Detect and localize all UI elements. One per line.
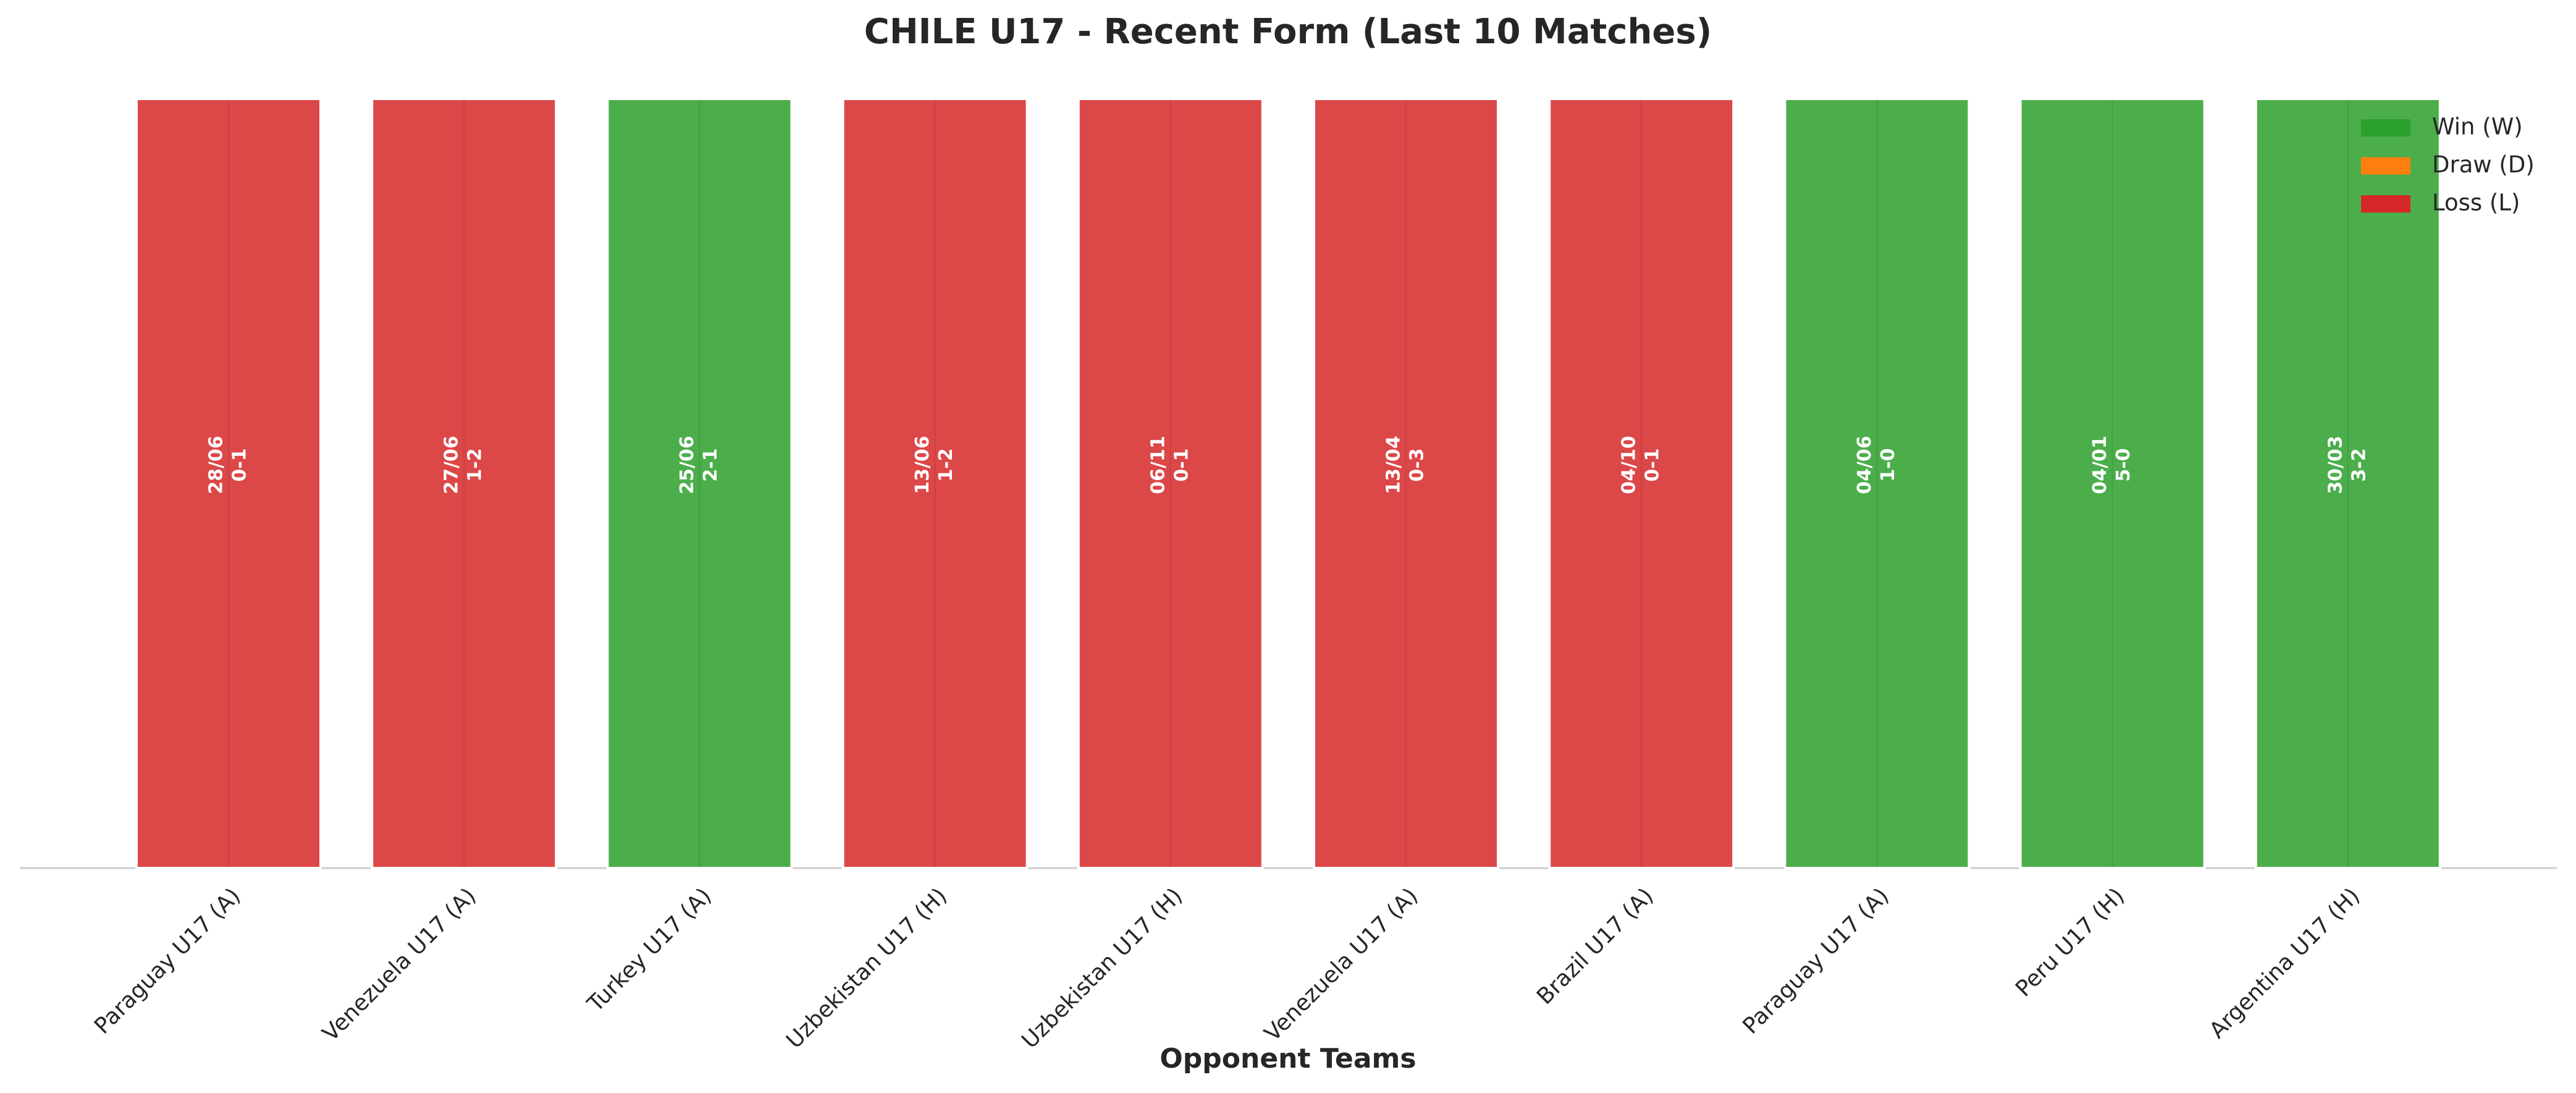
bar-date-label: 06/11 — [1147, 436, 1169, 494]
legend-swatch — [2361, 195, 2410, 213]
legend-label: Draw (D) — [2432, 151, 2535, 178]
bar-score-label: 0-1 — [1171, 448, 1192, 481]
bar-date-label: 27/06 — [441, 436, 463, 494]
bar-date-label: 04/01 — [2089, 436, 2111, 494]
x-tick-label: Brazil U17 (A) — [1532, 883, 1659, 1010]
x-tick-label: Paraguay U17 (A) — [1738, 883, 1894, 1039]
bar-score-label: 1-2 — [935, 448, 957, 481]
chart-title: CHILE U17 - Recent Form (Last 10 Matches… — [864, 12, 1712, 52]
bar-score-label: 1-0 — [1877, 448, 1899, 481]
bar — [1313, 98, 1499, 869]
bar — [371, 98, 558, 869]
x-tick-label: Turkey U17 (A) — [583, 883, 717, 1017]
bar — [1548, 98, 1735, 869]
legend-swatch — [2361, 119, 2410, 137]
legend-label: Win (W) — [2432, 114, 2523, 140]
bar-score-label: 1-2 — [465, 448, 486, 481]
x-tick-label: Paraguay U17 (A) — [90, 883, 245, 1039]
bar-score-label: 5-0 — [2113, 448, 2134, 481]
bar-date-label: 30/03 — [2325, 436, 2346, 494]
x-axis-label: Opponent Teams — [1160, 1043, 1416, 1074]
x-tick-label: Venezuela U17 (A) — [318, 883, 481, 1046]
bar-date-label: 28/06 — [206, 436, 227, 494]
bar-date-label: 13/04 — [1383, 436, 1405, 494]
x-tick-label: Uzbekistan U17 (H) — [1017, 883, 1187, 1053]
bar-date-label: 25/06 — [676, 436, 698, 494]
bar — [1783, 98, 1971, 869]
bar — [841, 98, 1029, 869]
x-tick-label: Argentina U17 (H) — [2205, 883, 2365, 1043]
legend-swatch — [2361, 157, 2410, 175]
bar-date-label: 04/10 — [1618, 436, 1640, 494]
bar-score-label: 0-3 — [1407, 448, 1428, 481]
bar-score-label: 2-1 — [700, 448, 722, 481]
bar — [135, 98, 322, 869]
bar — [2019, 98, 2206, 869]
bar — [606, 98, 793, 869]
bar — [1077, 98, 1264, 869]
bar — [2254, 98, 2441, 869]
bar-score-label: 0-1 — [229, 448, 251, 481]
x-tick-label: Uzbekistan U17 (H) — [781, 883, 952, 1053]
x-tick-label: Peru U17 (H) — [2011, 883, 2129, 1002]
bar-date-label: 04/06 — [1854, 436, 1875, 494]
bar-date-label: 13/06 — [912, 436, 933, 494]
bar-score-label: 3-2 — [2348, 448, 2370, 481]
bar-score-label: 0-1 — [1642, 448, 1664, 481]
x-tick-label: Venezuela U17 (A) — [1260, 883, 1423, 1046]
legend-label: Loss (L) — [2432, 190, 2520, 216]
